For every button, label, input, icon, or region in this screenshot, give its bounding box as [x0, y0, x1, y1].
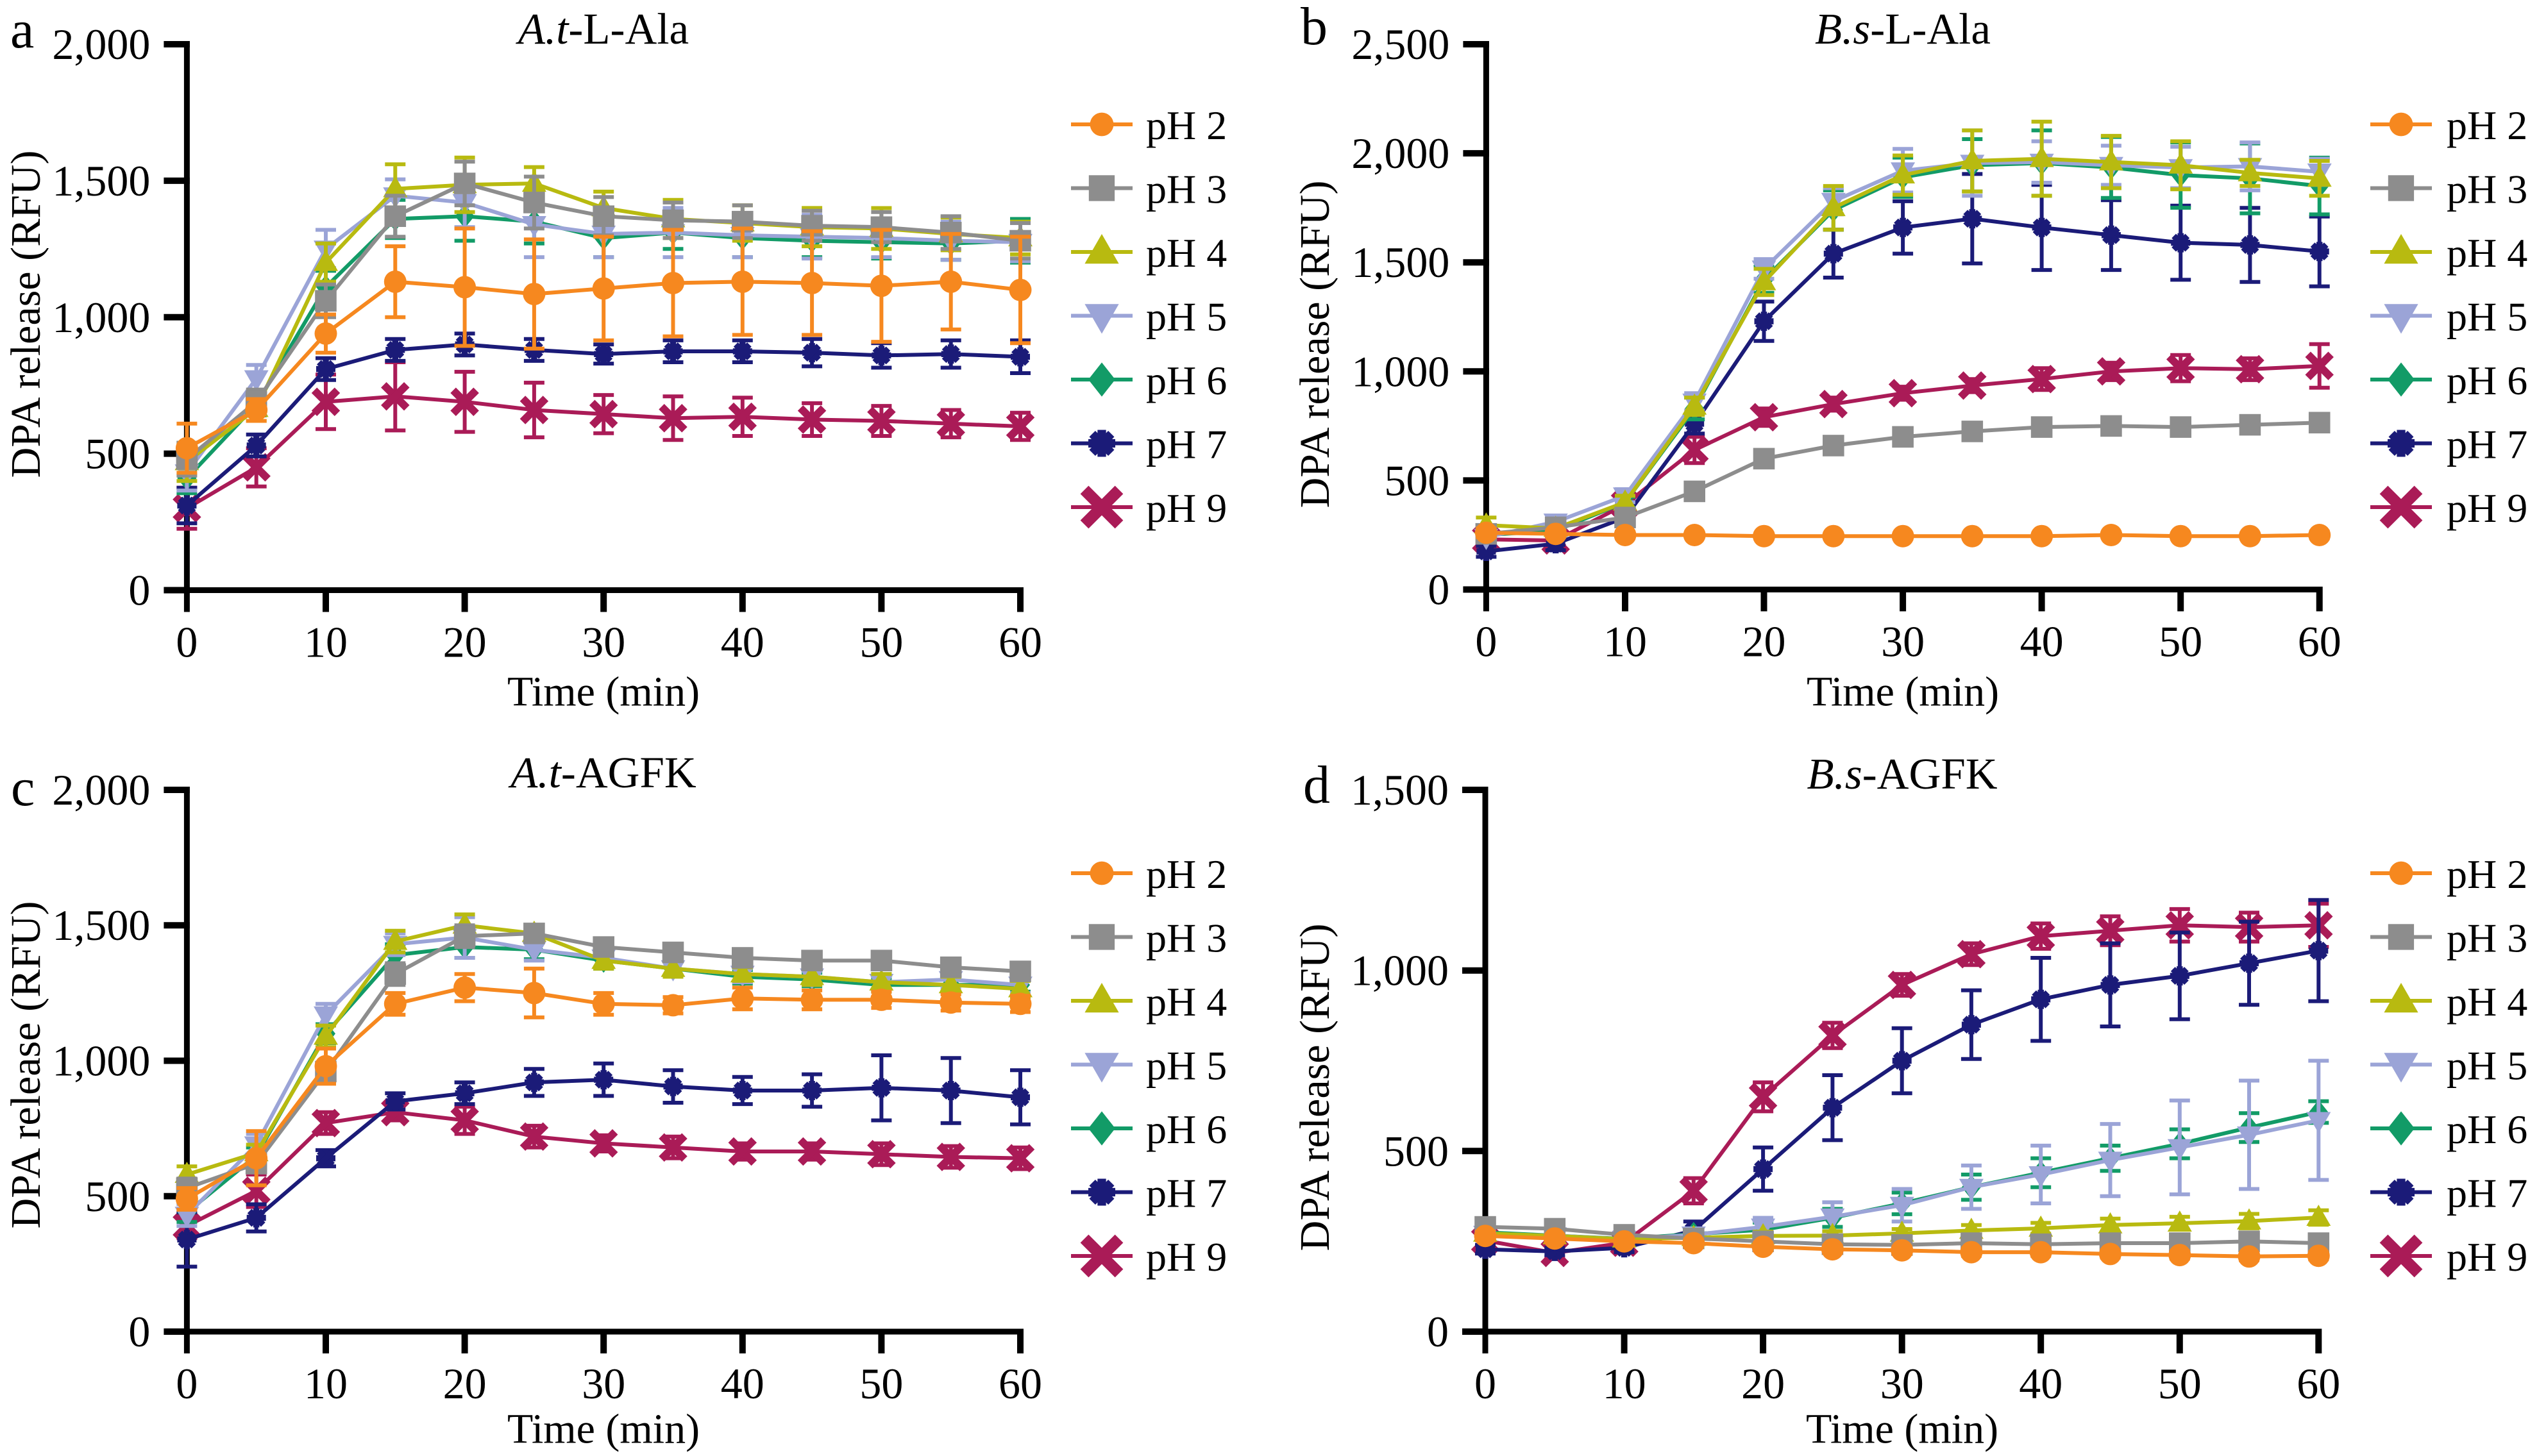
svg-text:B.s-L-Ala: B.s-L-Ala [1815, 4, 1991, 53]
svg-text:d: d [1303, 755, 1330, 815]
svg-text:pH 6: pH 6 [2447, 358, 2527, 403]
svg-text:0: 0 [176, 1359, 198, 1408]
svg-text:10: 10 [304, 1359, 348, 1408]
svg-text:40: 40 [2020, 617, 2064, 666]
svg-text:30: 30 [1880, 1359, 1924, 1408]
svg-text:0: 0 [1474, 1359, 1496, 1408]
svg-text:50: 50 [2159, 617, 2202, 666]
svg-text:pH 6: pH 6 [2447, 1107, 2527, 1152]
svg-text:0: 0 [176, 618, 198, 667]
svg-text:pH 5: pH 5 [2447, 294, 2527, 340]
svg-text:30: 30 [582, 618, 625, 667]
svg-text:pH 4: pH 4 [1146, 979, 1227, 1025]
svg-text:DPA release (RFU): DPA release (RFU) [1292, 181, 1338, 508]
svg-text:60: 60 [999, 618, 1042, 667]
svg-text:pH 5: pH 5 [1146, 294, 1227, 340]
svg-text:60: 60 [2298, 617, 2341, 666]
svg-text:2,500: 2,500 [1351, 20, 1449, 69]
svg-text:Time (min): Time (min) [1807, 669, 1999, 715]
svg-text:10: 10 [1603, 617, 1647, 666]
svg-text:40: 40 [2019, 1359, 2062, 1408]
svg-text:50: 50 [859, 1359, 903, 1408]
svg-text:500: 500 [1383, 1126, 1449, 1175]
svg-text:A.t-AGFK: A.t-AGFK [508, 748, 696, 797]
svg-text:pH 3: pH 3 [1146, 167, 1227, 212]
svg-text:B.s-AGFK: B.s-AGFK [1807, 749, 1997, 798]
svg-text:pH 2: pH 2 [2447, 851, 2527, 897]
svg-text:1,000: 1,000 [1351, 347, 1449, 396]
svg-text:DPA release (RFU): DPA release (RFU) [3, 901, 49, 1229]
svg-text:pH 2: pH 2 [2447, 103, 2527, 148]
svg-text:1,500: 1,500 [52, 901, 150, 950]
svg-text:pH 4: pH 4 [1146, 230, 1227, 276]
svg-text:pH 7: pH 7 [1146, 422, 1227, 467]
svg-text:20: 20 [443, 618, 487, 667]
svg-text:0: 0 [1427, 1307, 1449, 1356]
svg-text:pH 9: pH 9 [2447, 1234, 2527, 1280]
svg-text:pH 3: pH 3 [2447, 167, 2527, 212]
svg-text:pH 9: pH 9 [1146, 1234, 1227, 1280]
svg-text:10: 10 [1603, 1359, 1646, 1408]
svg-text:1,000: 1,000 [52, 293, 150, 342]
svg-text:pH 5: pH 5 [1146, 1043, 1227, 1089]
svg-text:20: 20 [1741, 1359, 1785, 1408]
svg-text:40: 40 [721, 1359, 764, 1408]
svg-text:60: 60 [2297, 1359, 2340, 1408]
svg-text:Time (min): Time (min) [507, 669, 700, 715]
svg-text:1,500: 1,500 [1351, 238, 1449, 287]
svg-text:40: 40 [721, 618, 764, 667]
svg-text:50: 50 [2158, 1359, 2202, 1408]
svg-text:pH 7: pH 7 [2447, 1171, 2527, 1216]
svg-text:pH 2: pH 2 [1146, 103, 1227, 148]
svg-text:c: c [11, 758, 35, 817]
svg-text:2,000: 2,000 [1351, 129, 1449, 178]
svg-text:500: 500 [85, 430, 150, 478]
svg-text:0: 0 [1475, 617, 1497, 666]
svg-text:pH 5: pH 5 [2447, 1043, 2527, 1089]
svg-text:500: 500 [1384, 456, 1449, 505]
svg-text:pH 9: pH 9 [2447, 485, 2527, 531]
svg-text:2,000: 2,000 [52, 766, 150, 814]
svg-text:30: 30 [1881, 617, 1925, 666]
svg-text:50: 50 [859, 618, 903, 667]
svg-text:pH 4: pH 4 [2447, 230, 2527, 276]
svg-text:1,500: 1,500 [52, 156, 150, 205]
svg-text:pH 3: pH 3 [2447, 916, 2527, 961]
svg-text:1,000: 1,000 [52, 1037, 150, 1085]
svg-text:DPA release (RFU): DPA release (RFU) [3, 151, 49, 478]
svg-text:0: 0 [128, 566, 150, 615]
svg-text:500: 500 [85, 1172, 150, 1221]
svg-text:pH 2: pH 2 [1146, 851, 1227, 897]
svg-text:0: 0 [128, 1307, 150, 1356]
svg-text:Time (min): Time (min) [1806, 1406, 1998, 1453]
svg-text:1,000: 1,000 [1351, 946, 1449, 995]
svg-text:30: 30 [582, 1359, 625, 1408]
svg-text:20: 20 [443, 1359, 487, 1408]
svg-text:pH 9: pH 9 [1146, 485, 1227, 531]
svg-text:A.t-L-Ala: A.t-L-Ala [516, 4, 689, 53]
svg-text:a: a [10, 0, 34, 60]
svg-text:2,000: 2,000 [52, 20, 150, 69]
svg-text:20: 20 [1742, 617, 1786, 666]
svg-text:pH 7: pH 7 [2447, 422, 2527, 467]
svg-text:1,500: 1,500 [1351, 766, 1449, 814]
svg-text:b: b [1301, 0, 1328, 56]
svg-text:pH 4: pH 4 [2447, 979, 2527, 1025]
svg-text:pH 7: pH 7 [1146, 1171, 1227, 1216]
svg-text:10: 10 [304, 618, 348, 667]
svg-text:DPA release (RFU): DPA release (RFU) [1292, 924, 1338, 1251]
svg-text:60: 60 [999, 1359, 1042, 1408]
svg-text:pH 3: pH 3 [1146, 916, 1227, 961]
svg-text:pH 6: pH 6 [1146, 358, 1227, 403]
svg-text:0: 0 [1428, 565, 1449, 614]
svg-text:Time (min): Time (min) [507, 1406, 700, 1453]
svg-text:pH 6: pH 6 [1146, 1107, 1227, 1152]
